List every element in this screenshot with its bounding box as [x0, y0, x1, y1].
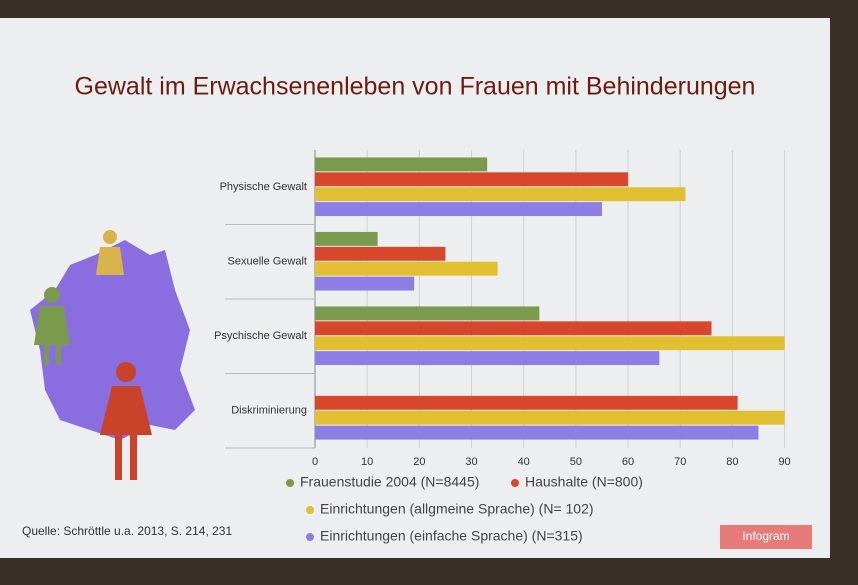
bar: [315, 306, 540, 321]
bar: [315, 261, 498, 276]
bar: [315, 172, 629, 187]
bar: [315, 336, 785, 351]
y-tick-label: Sexuelle Gewalt: [228, 256, 308, 268]
legend-swatch: [286, 479, 294, 487]
legend-label: Einrichtungen (einfache Sprache) (N=315): [320, 528, 583, 544]
map-illustration: [30, 230, 195, 480]
x-tick-label: 90: [778, 456, 790, 468]
map-shape: [30, 240, 195, 440]
logo-badge: [720, 525, 812, 549]
figure: [100, 362, 152, 480]
y-tick-label: Diskriminierung: [231, 405, 307, 417]
logo: Infogram: [742, 529, 789, 543]
bar: [315, 187, 686, 202]
source-note: Quelle: Schröttle u.a. 2013, S. 214, 231: [22, 524, 232, 538]
x-tick-label: 70: [674, 456, 686, 468]
legend-swatch: [306, 533, 314, 541]
x-tick-label: 40: [518, 456, 530, 468]
y-tick-label: Physische Gewalt: [220, 181, 307, 193]
bar: [315, 425, 759, 440]
legend-swatch: [511, 479, 519, 487]
bar: [315, 395, 738, 410]
bar: [315, 202, 602, 217]
x-tick-label: 10: [361, 456, 373, 468]
bar: [315, 246, 446, 261]
figure: [96, 230, 124, 275]
x-tick-label: 0: [312, 456, 318, 468]
bar: [315, 231, 378, 246]
bar: [315, 410, 785, 425]
bar: [315, 351, 660, 366]
figure: [34, 287, 70, 365]
x-tick-label: 80: [726, 456, 738, 468]
x-tick-label: 20: [413, 456, 425, 468]
bar: [315, 276, 415, 291]
y-tick-label: Psychische Gewalt: [214, 330, 307, 342]
legend-swatch: [306, 506, 314, 514]
x-tick-label: 60: [622, 456, 634, 468]
legend-label: Haushalte (N=800): [525, 474, 643, 490]
chart-title: Gewalt im Erwachsenenleben von Frauen mi…: [75, 73, 756, 101]
legend-label: Einrichtungen (allgmeine Sprache) (N= 10…: [320, 501, 594, 517]
bar: [315, 157, 488, 172]
legend-label: Frauenstudie 2004 (N=8445): [300, 474, 479, 490]
bar: [315, 321, 712, 336]
x-tick-label: 30: [465, 456, 477, 468]
x-tick-label: 50: [570, 456, 582, 468]
